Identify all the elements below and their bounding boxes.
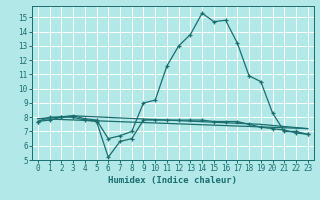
X-axis label: Humidex (Indice chaleur): Humidex (Indice chaleur): [108, 176, 237, 185]
